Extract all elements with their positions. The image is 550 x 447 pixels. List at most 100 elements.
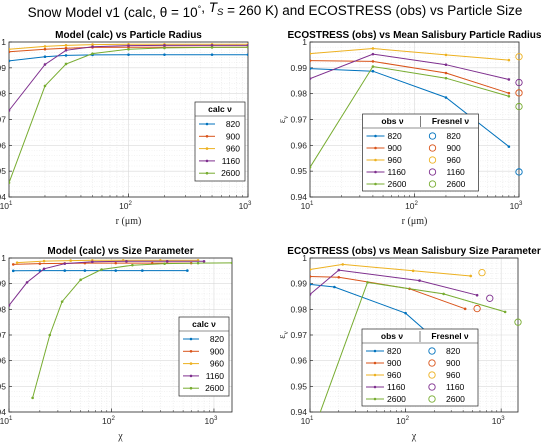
y-tick-label: 0.98	[0, 89, 6, 99]
legend-fresnel-label-960: 960	[446, 370, 460, 380]
data-point-2600	[9, 181, 11, 185]
y-tick-label: 0.95	[290, 166, 307, 176]
legend-fresnel-marker-960	[428, 156, 437, 164]
legend-label-2600: 2600	[205, 383, 224, 393]
data-point-820	[11, 269, 15, 273]
legend-label-1160: 1160	[206, 371, 225, 381]
legend-title: obs ν	[381, 116, 403, 126]
y-tick-label: 0.97	[290, 115, 307, 125]
data-point-900	[11, 263, 15, 266]
legend-label-900: 900	[226, 131, 240, 141]
data-point-960	[69, 259, 72, 262]
data-point-820	[210, 53, 214, 56]
x-tick-label: 102	[102, 415, 115, 426]
data-point-1160	[64, 48, 68, 52]
data-point-820	[63, 269, 67, 272]
data-point-960	[43, 45, 47, 48]
data-point-960	[15, 261, 19, 264]
legend-marker-1160	[374, 170, 377, 174]
legend-label-1160: 1160	[222, 156, 241, 166]
chart-panel-3: 0.94 0.95 0.96 0.97 0.98 0.99 1 101 102 103 Model …	[0, 246, 233, 442]
legend-fresnel-marker-820	[428, 132, 437, 140]
y-tick-label: 0.96	[0, 356, 6, 366]
y-tick-label: 0.99	[0, 279, 6, 289]
y-tick-label: 0.96	[0, 140, 6, 150]
y-tick-label: 0.94	[0, 407, 6, 417]
legend-fresnel-marker-900	[428, 359, 436, 367]
data-point-1160	[125, 260, 128, 263]
y-axis-label: εν	[277, 115, 290, 123]
legend-label-900: 900	[387, 358, 401, 368]
data-point-960	[444, 53, 448, 57]
legend-fresnel-label-900: 900	[446, 358, 460, 368]
legend-marker-900	[189, 350, 193, 353]
data-point-960	[341, 263, 345, 266]
y-tick-label: 0.94	[290, 407, 307, 417]
data-point-820	[163, 53, 166, 56]
fresnel-marker-1160	[515, 78, 523, 87]
data-point-2600	[210, 46, 214, 49]
y-tick-label: 1	[302, 37, 307, 47]
x-tick-label: 103	[239, 200, 252, 211]
legend-fresnel-label-820: 820	[446, 346, 460, 356]
y-tick-label: 0.99	[0, 63, 6, 73]
data-point-820	[404, 311, 407, 315]
data-point-2600	[48, 333, 52, 337]
legend-fresnel-label-900: 900	[447, 143, 461, 153]
legend-label-820: 820	[387, 346, 401, 356]
y-tick-label: 0.98	[290, 89, 307, 99]
y-tick-label: 0.95	[0, 381, 6, 391]
legend-label-960: 960	[388, 155, 402, 165]
fresnel-marker-820	[515, 168, 523, 176]
legend-marker-1160	[373, 385, 377, 389]
data-point-2600	[230, 261, 232, 265]
data-point-820	[444, 96, 448, 99]
legend-label-820: 820	[226, 119, 240, 129]
data-point-2600	[246, 45, 248, 49]
legend-label-1160: 1160	[387, 382, 406, 392]
data-point-960	[411, 269, 415, 273]
data-point-2600	[79, 278, 82, 282]
series-line-960	[310, 263, 471, 277]
data-point-820	[43, 55, 47, 59]
legend-title: obs ν	[381, 331, 403, 341]
data-point-820	[310, 283, 312, 286]
data-point-900	[310, 59, 312, 62]
y-tick-label: 0.94	[290, 192, 307, 202]
legend-marker-900	[205, 135, 209, 138]
data-point-900	[444, 71, 448, 75]
x-axis-label: χ	[411, 431, 417, 442]
x-axis-label: r (μm)	[402, 216, 428, 227]
data-point-1160	[9, 304, 11, 307]
legend-fresnel-label-820: 820	[447, 131, 461, 141]
legend-fresnel-label-2600: 2600	[447, 179, 466, 189]
data-point-820	[9, 59, 11, 63]
data-point-1160	[371, 52, 375, 56]
data-point-820	[64, 54, 68, 57]
chart-title: Model (calc) vs Size Parameter	[47, 246, 193, 257]
series-line-900	[310, 60, 510, 94]
y-axis-label: εν	[277, 331, 290, 339]
x-tick-label: 101	[301, 200, 314, 211]
data-point-900	[507, 91, 511, 95]
data-point-900	[371, 60, 375, 63]
legend-title-fresnel: Fresnel ν	[432, 116, 470, 126]
y-tick-label: 0.97	[0, 115, 6, 125]
data-point-960	[310, 52, 312, 55]
legend-marker-960	[205, 147, 209, 150]
data-point-900	[64, 46, 68, 50]
data-point-960	[42, 259, 46, 263]
data-point-2600	[366, 281, 369, 284]
legend-label-900: 900	[210, 346, 224, 356]
legend-box	[178, 316, 230, 397]
data-point-2600	[127, 47, 130, 51]
legend-fresnel-label-960: 960	[447, 155, 461, 165]
data-point-820	[141, 269, 144, 272]
data-point-1160	[165, 260, 169, 263]
series-line-2600	[310, 65, 510, 168]
y-tick-label: 0.97	[0, 330, 6, 340]
chart-title: Model (calc) vs Particle Radius	[55, 30, 202, 41]
legend-marker-960	[189, 362, 193, 365]
data-point-2600	[60, 300, 64, 303]
y-tick-label: 0.98	[290, 304, 307, 314]
